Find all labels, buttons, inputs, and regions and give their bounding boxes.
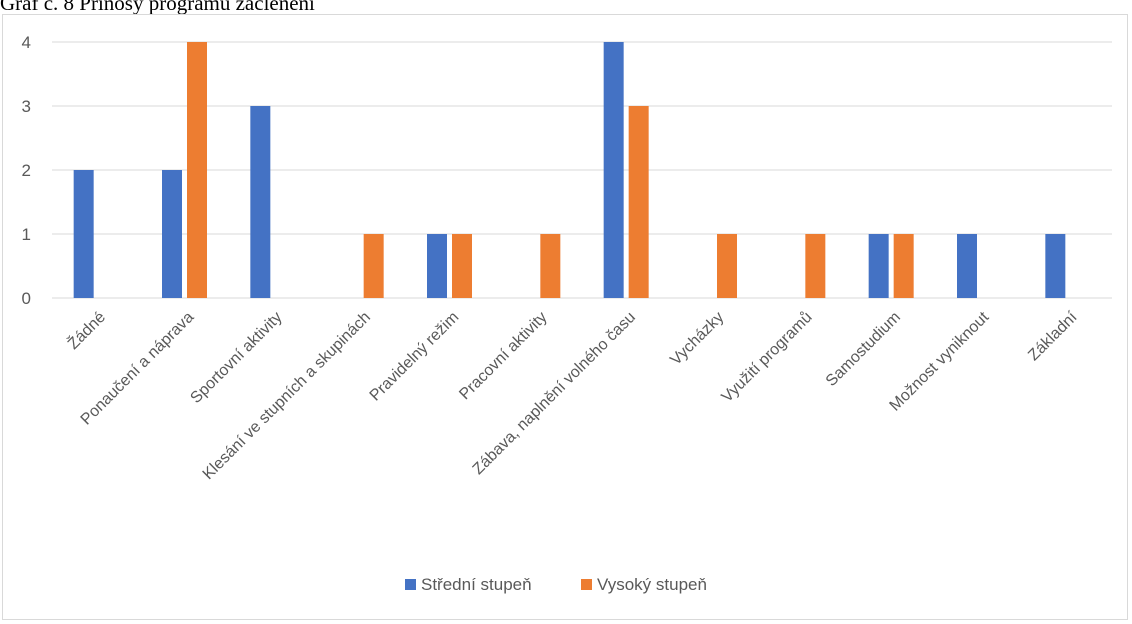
bar [957, 234, 977, 298]
x-tick-label: Vycházky [667, 309, 727, 369]
legend-label: Vysoký stupeň [597, 575, 707, 594]
bar [717, 234, 737, 298]
bar [805, 234, 826, 298]
legend-swatch [405, 579, 416, 590]
x-tick-label: Sportovní aktivity [187, 309, 285, 407]
x-tick-label: Klesání ve stupních a skupinách [200, 309, 374, 483]
bar [73, 170, 94, 298]
y-tick-label: 4 [22, 33, 31, 52]
bar [452, 234, 472, 298]
x-tick-label: Pravidelný režim [367, 309, 463, 405]
bar [250, 106, 271, 298]
bar [1045, 234, 1066, 298]
bar [628, 106, 649, 298]
chart-caption: Graf č. 8 Přínosy programů začleňení [0, 0, 315, 15]
x-tick-label: Pracovní aktivity [456, 309, 550, 403]
x-tick-label: Využití programů [718, 308, 816, 406]
bar [868, 234, 889, 298]
y-tick-label: 2 [22, 161, 31, 180]
x-tick-label: Žádné [63, 307, 109, 353]
bar [187, 42, 207, 298]
y-tick-label: 0 [22, 289, 31, 308]
bar [363, 234, 384, 298]
bar [893, 234, 914, 298]
y-tick-label: 3 [22, 97, 31, 116]
bar [540, 234, 561, 298]
bar [162, 170, 182, 298]
legend-swatch [581, 579, 592, 590]
x-tick-label: Základní [1025, 308, 1081, 364]
legend-label: Střední stupeň [421, 575, 532, 594]
x-tick-label: Možnost vyniknout [887, 308, 993, 414]
bar [603, 42, 624, 298]
y-tick-label: 1 [22, 225, 31, 244]
bar [427, 234, 447, 298]
x-tick-label: Samostudium [823, 309, 904, 390]
x-tick-label: Zábava, naplnění volného času [470, 309, 639, 478]
